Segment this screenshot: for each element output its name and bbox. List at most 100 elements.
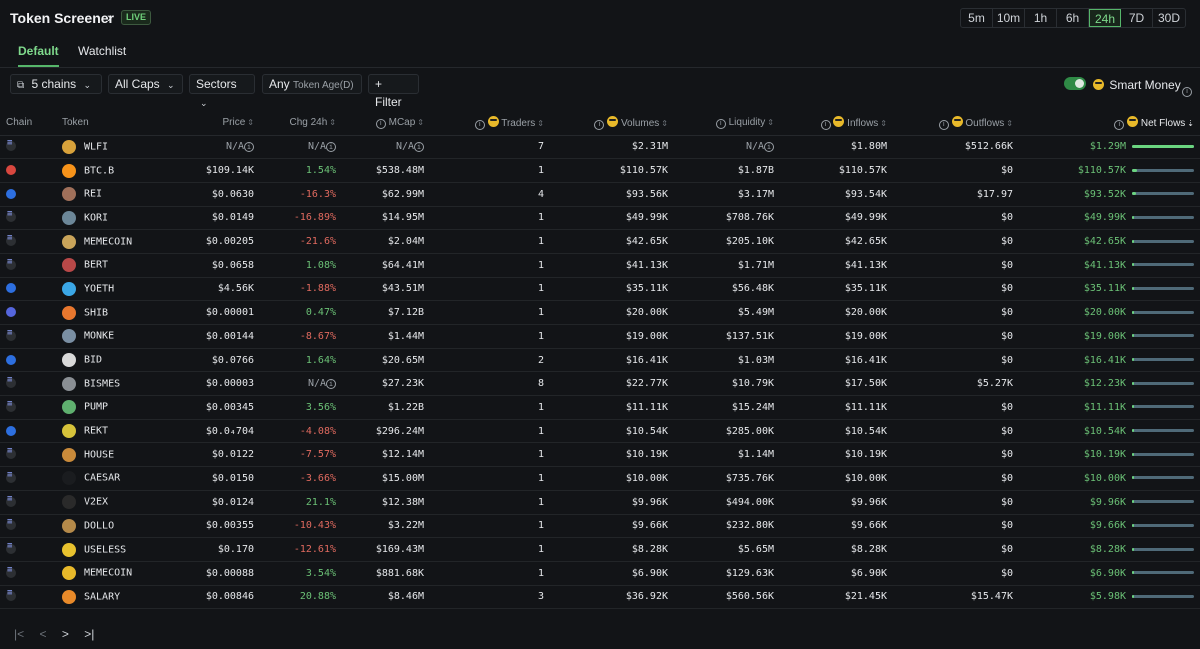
- info-icon[interactable]: i: [326, 379, 336, 390]
- token-name[interactable]: REI: [84, 188, 103, 200]
- timeframe-5m[interactable]: 5m: [961, 9, 993, 27]
- table-row[interactable]: REI $0.0630 -16.3% $62.99M 4 $93.56K $3.17M $93…: [0, 182, 1200, 207]
- chains-filter-button[interactable]: ⧉ 5 chains ⌄: [10, 74, 102, 94]
- table-row[interactable]: MEMECOIN$0.00205-21.6%$2.04M1$42.65K$205…: [0, 229, 1200, 254]
- token-name[interactable]: YOETH: [84, 283, 115, 295]
- token-cell[interactable]: WLFI: [56, 135, 196, 160]
- col-token[interactable]: Token: [56, 111, 196, 136]
- table-row[interactable]: YOETH $4.56K -1.88% $43.51M 1 $35.11K $56.48K $…: [0, 277, 1200, 302]
- table-row[interactable]: SHIB $0.00001 0.47% $7.12B 1 $20.00K $5.49M $20…: [0, 300, 1200, 325]
- info-icon[interactable]: i: [1182, 80, 1192, 98]
- token-cell[interactable]: BID: [56, 348, 196, 373]
- token-name[interactable]: CAESAR: [84, 472, 121, 484]
- token-name[interactable]: PUMP: [84, 401, 109, 413]
- col-chg-24h[interactable]: Chg 24h ⇕: [260, 111, 342, 136]
- page-title[interactable]: Token Screener: [10, 10, 115, 26]
- token-cell[interactable]: PUMP: [56, 395, 196, 420]
- first-page-button[interactable]: |<: [14, 627, 25, 641]
- table-row[interactable]: KORI$0.0149-16.89%$14.95M1$49.99K$708.76…: [0, 206, 1200, 231]
- token-cell[interactable]: CAESAR: [56, 466, 196, 491]
- table-row[interactable]: BTC.B $109.14K 1.54% $538.48M 1 $110.57K $1.87…: [0, 158, 1200, 183]
- next-page-button[interactable]: >: [61, 627, 69, 641]
- table-row[interactable]: SALARY $0.0084620.88%$8.46M3$36.92K$560.5…: [0, 585, 1200, 610]
- filter-button[interactable]: + Filter: [368, 74, 419, 109]
- col-inflows[interactable]: i Inflows ⇕: [780, 111, 893, 136]
- token-name[interactable]: KORI: [84, 212, 109, 224]
- token-age-filter-button[interactable]: Any Token Age(D): [262, 74, 362, 94]
- token-name[interactable]: V2EX: [84, 496, 109, 508]
- col-chain[interactable]: Chain: [0, 111, 56, 136]
- token-cell[interactable]: KORI: [56, 206, 196, 231]
- table-row[interactable]: BID $0.0766 1.64% $20.65M 2 $16.41K $1.03M $16.…: [0, 348, 1200, 373]
- col-net-flows[interactable]: i Net Flows ⇣: [1019, 111, 1200, 136]
- token-cell[interactable]: BISMES: [56, 371, 196, 397]
- table-row[interactable]: WLFIN/AiN/AiN/Ai7$2.31MN/Ai$1.80M$512.66…: [0, 135, 1200, 160]
- table-row[interactable]: BISMES $0.00003N/Ai$27.23K8$22.77K$10.79K…: [0, 371, 1200, 397]
- info-icon[interactable]: i: [244, 142, 254, 153]
- token-cell[interactable]: USELESS: [56, 537, 196, 562]
- timeframe-1h[interactable]: 1h: [1025, 9, 1057, 27]
- token-name[interactable]: BID: [84, 354, 103, 366]
- token-cell[interactable]: SALARY: [56, 585, 196, 610]
- chain-icon: [6, 541, 16, 555]
- last-page-button[interactable]: >|: [84, 627, 95, 641]
- token-name[interactable]: BISMES: [84, 378, 121, 390]
- table-row[interactable]: USELESS$0.170-12.61%$169.43M1$8.28K$5.65…: [0, 537, 1200, 562]
- timeframe-6h[interactable]: 6h: [1057, 9, 1089, 27]
- token-name[interactable]: MEMECOIN: [84, 567, 133, 579]
- table-row[interactable]: BERT$0.06581.08%$64.41M1$41.13K$1.71M$41…: [0, 253, 1200, 278]
- token-cell[interactable]: MONKE: [56, 324, 196, 349]
- token-name[interactable]: SALARY: [84, 591, 121, 603]
- token-cell[interactable]: SHIB: [56, 300, 196, 325]
- timeframe-30d[interactable]: 30D: [1157, 11, 1180, 25]
- table-row[interactable]: MONKE$0.00144-8.67%$1.44M1$19.00K$137.51…: [0, 324, 1200, 349]
- table-row[interactable]: MEMECOIN$0.000883.54%$881.68K1$6.90K$129…: [0, 561, 1200, 586]
- token-cell[interactable]: MEMECOIN: [56, 229, 196, 254]
- timeframe-7d[interactable]: 7D: [1121, 9, 1153, 27]
- col-volumes[interactable]: i Volumes ⇕: [550, 111, 674, 136]
- info-icon[interactable]: i: [764, 142, 774, 153]
- table-row[interactable]: DOLLO$0.00355-10.43%$3.22M1$9.66K$232.80…: [0, 514, 1200, 539]
- col-liquidity[interactable]: i Liquidity ⇕: [674, 111, 780, 136]
- token-cell[interactable]: YOETH: [56, 277, 196, 302]
- token-cell[interactable]: V2EX: [56, 490, 196, 515]
- chain-cell: [0, 324, 56, 349]
- token-cell[interactable]: MEMECOIN: [56, 561, 196, 586]
- col-mcap[interactable]: i MCap ⇕: [342, 111, 430, 136]
- token-name[interactable]: HOUSE: [84, 449, 115, 461]
- tab-watchlist[interactable]: Watchlist: [78, 44, 127, 58]
- token-name[interactable]: BTC.B: [84, 165, 115, 177]
- token-name[interactable]: MONKE: [84, 330, 115, 342]
- token-cell[interactable]: REKT: [56, 419, 196, 444]
- table-row[interactable]: V2EX$0.012421.1%$12.38M1$9.96K$494.00K$9…: [0, 490, 1200, 515]
- table-row[interactable]: PUMP$0.003453.56%$1.22B1$11.11K$15.24M$1…: [0, 395, 1200, 420]
- token-name[interactable]: WLFI: [84, 141, 109, 153]
- token-cell[interactable]: BERT: [56, 253, 196, 278]
- caps-filter-button[interactable]: All Caps ⌄: [108, 74, 183, 94]
- token-cell[interactable]: HOUSE: [56, 442, 196, 468]
- table-row[interactable]: CAESAR$0.0150-3.66%$15.00M1$10.00K$735.7…: [0, 466, 1200, 491]
- sectors-filter-button[interactable]: Sectors ⌄: [189, 74, 255, 108]
- token-cell[interactable]: DOLLO: [56, 514, 196, 539]
- info-icon[interactable]: i: [326, 142, 336, 153]
- chevron-right-icon[interactable]: ›: [107, 9, 112, 25]
- table-row[interactable]: HOUSE$0.0122-7.57%$12.14M1$10.19K$1.14M$…: [0, 442, 1200, 468]
- token-name[interactable]: MEMECOIN: [84, 236, 133, 248]
- timeframe-24h[interactable]: 24h: [1089, 9, 1121, 27]
- volumes-cell: $11.11K: [550, 395, 674, 420]
- prev-page-button[interactable]: <: [39, 627, 47, 641]
- col-outflows[interactable]: i Outflows ⇕: [893, 111, 1019, 136]
- token-name[interactable]: SHIB: [84, 307, 109, 319]
- token-cell[interactable]: BTC.B: [56, 158, 196, 183]
- col-price[interactable]: Price ⇕: [196, 111, 260, 136]
- token-cell[interactable]: REI: [56, 182, 196, 207]
- info-icon[interactable]: i: [414, 142, 424, 153]
- col-traders[interactable]: i Traders ⇕: [430, 111, 550, 136]
- token-name[interactable]: USELESS: [84, 544, 127, 556]
- timeframe-10m[interactable]: 10m: [993, 9, 1025, 27]
- tab-default[interactable]: Default: [18, 44, 59, 58]
- token-name[interactable]: REKT: [84, 425, 109, 437]
- table-row[interactable]: REKT $0.0₄704 -4.08% $296.24M 1 $10.54K $285.0…: [0, 419, 1200, 444]
- token-name[interactable]: BERT: [84, 259, 109, 271]
- token-name[interactable]: DOLLO: [84, 520, 115, 532]
